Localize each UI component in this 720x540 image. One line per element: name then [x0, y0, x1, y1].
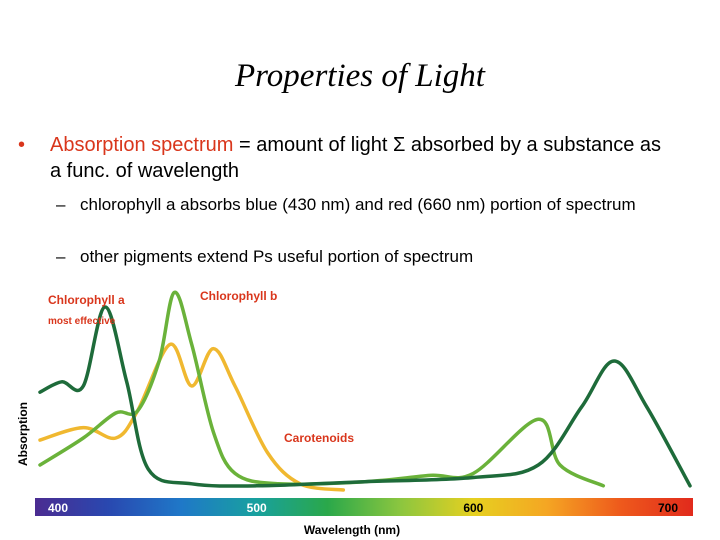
- slide-title: Properties of Light: [235, 58, 485, 94]
- series-line-chlorophyll-b: [38, 290, 606, 488]
- dash-icon: –: [56, 247, 66, 266]
- sub-bullet-text: other pigments extend Ps useful portion …: [80, 247, 474, 266]
- label-most-effective: most effective: [48, 316, 116, 327]
- sub-bullet-other-pigments: – other pigments extend Ps useful portio…: [56, 246, 680, 268]
- x-tick-label: 600: [463, 501, 483, 515]
- series-line-carotenoids: [38, 342, 346, 492]
- bullet-dot-icon: •: [18, 134, 26, 156]
- spectrum-bar: [35, 498, 693, 516]
- sub-bullet-chlorophyll-a: – chlorophyll a absorbs blue (430 nm) an…: [56, 194, 680, 216]
- series-line-chlorophyll-a: [38, 305, 692, 488]
- x-axis-label: Wavelength (nm): [304, 523, 400, 537]
- label-chlorophyll-a: Chlorophyll a: [48, 293, 125, 307]
- x-tick-label: 500: [247, 501, 267, 515]
- bullet-absorption-spectrum: • Absorption spectrum = amount of light …: [18, 132, 670, 184]
- x-tick-label: 700: [658, 501, 678, 515]
- x-tick-label: 400: [48, 501, 68, 515]
- label-carotenoids: Carotenoids: [284, 431, 354, 445]
- dash-icon: –: [56, 195, 66, 214]
- y-axis-label: Absorption: [16, 402, 30, 466]
- bullet-definition: = amount of light Σ absorbed by a substa…: [50, 134, 662, 182]
- term-absorption-spectrum: Absorption spectrum: [50, 134, 234, 156]
- label-chlorophyll-b: Chlorophyll b: [200, 289, 277, 303]
- tick-layer: 400 500 600 700: [48, 501, 678, 515]
- series-layer: [38, 290, 692, 492]
- sub-bullet-text: chlorophyll a absorbs blue (430 nm) and …: [80, 195, 636, 214]
